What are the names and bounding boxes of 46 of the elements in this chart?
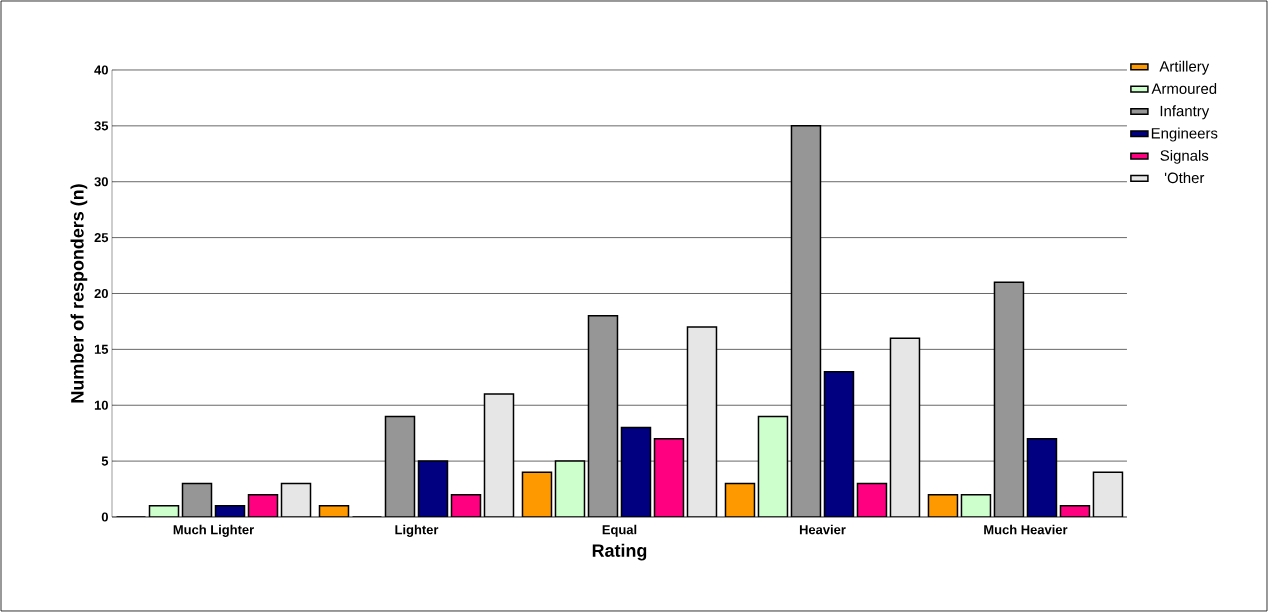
y-tick-label: 35 <box>94 121 109 131</box>
bar <box>927 493 959 517</box>
bar <box>451 494 481 517</box>
bar <box>248 494 278 517</box>
legend-label: Armoured <box>1151 83 1217 95</box>
legend-label: Signals <box>1160 149 1209 164</box>
legend-label: Artillery <box>1159 60 1210 75</box>
bar <box>522 472 552 517</box>
legend-label: Infantry <box>1160 105 1210 120</box>
bar <box>758 416 788 517</box>
bar <box>857 483 887 517</box>
bar <box>654 438 684 517</box>
y-tick-label: 10 <box>94 400 108 410</box>
bar <box>555 461 585 517</box>
bar <box>824 371 854 517</box>
legend-label: Engineers <box>1151 127 1218 142</box>
y-tick-label: 15 <box>94 344 109 354</box>
y-tick-label: 30 <box>94 177 108 187</box>
y-tick-label: 40 <box>94 65 108 75</box>
legend-label: 'Other <box>1164 172 1205 184</box>
bar <box>182 483 212 517</box>
x-tick-label: Lighter <box>395 524 439 537</box>
x-tick-label: Equal <box>602 524 637 537</box>
bar <box>1026 438 1058 517</box>
x-tick-label: Heavier <box>799 524 846 535</box>
y-axis-title: Number of responders (n) <box>70 184 88 403</box>
bar <box>725 483 755 517</box>
y-tick-label: 20 <box>94 288 108 299</box>
bar <box>791 125 821 517</box>
x-tick-label: Much Heavier <box>984 524 1068 535</box>
bar <box>621 427 651 517</box>
y-tick-label: 25 <box>94 233 109 243</box>
bar <box>687 327 717 517</box>
y-tick-label: 0 <box>101 512 108 522</box>
x-tick-label: Much Lighter <box>173 524 254 537</box>
y-tick-label: 5 <box>101 456 109 466</box>
bar <box>418 461 448 517</box>
bar <box>960 493 992 517</box>
bar <box>1092 471 1124 517</box>
bar <box>484 394 514 517</box>
bar <box>890 338 920 517</box>
x-axis-title: Rating <box>592 543 647 561</box>
bar <box>588 315 618 517</box>
bar <box>385 416 415 517</box>
bar <box>993 281 1025 517</box>
bar <box>281 483 311 517</box>
